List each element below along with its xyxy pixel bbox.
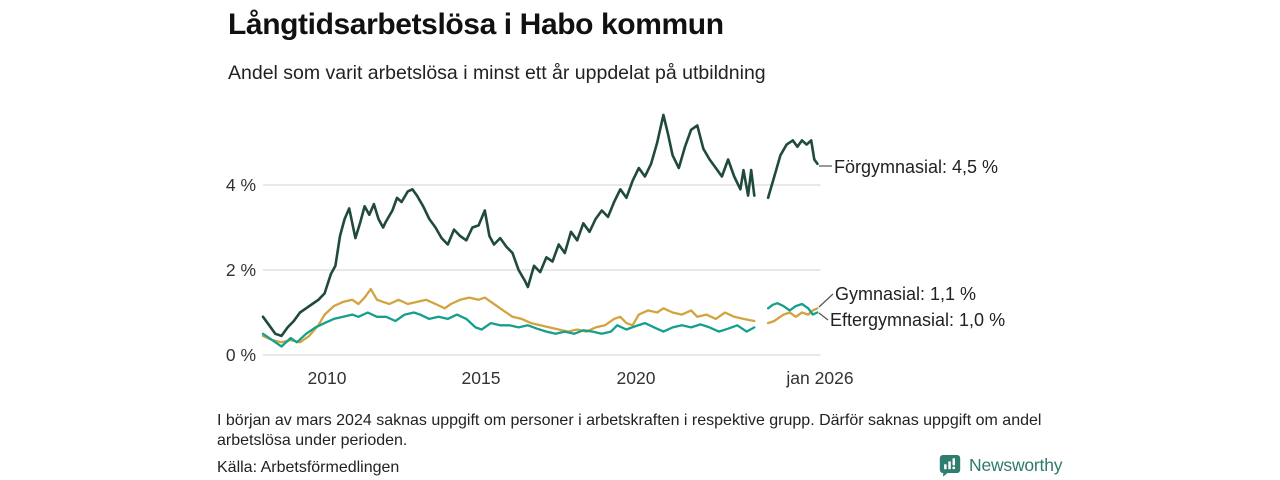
chart-subtitle: Andel som varit arbetslösa i minst ett å…: [228, 62, 766, 84]
series-line-0: [261, 113, 819, 338]
page-title: Långtidsarbetslösa i Habo kommun: [228, 8, 724, 41]
x-axis-tick-2020: 2020: [616, 368, 656, 388]
source-text: Källa: Arbetsförmedlingen: [217, 459, 400, 476]
label-leader-line-gymnasial: [818, 293, 834, 308]
series-label-forgymnasial: Förgymnasial: 4,5 %: [834, 157, 999, 177]
y-axis-tick-0pct: 0 %: [225, 345, 256, 365]
chart-canvas: [261, 113, 834, 356]
newsworthy-logo-text: Newsworthy: [969, 454, 1063, 475]
series-label-gymnasial: Gymnasial: 1,1 %: [835, 284, 977, 304]
x-axis-tick-2010: 2010: [307, 368, 347, 388]
label-leader-line-eftergymnasial: [818, 312, 829, 321]
y-axis-tick-2pct: 2 %: [225, 260, 256, 280]
newsworthy-branding: Newsworthy: [938, 453, 1063, 477]
y-axis-tick-4pct: 4 %: [225, 175, 256, 195]
newsworthy-logo-icon: [938, 453, 962, 477]
x-axis-tick-2015: 2015: [461, 368, 501, 388]
series-label-eftergymnasial: Eftergymnasial: 1,0 %: [830, 310, 1006, 330]
x-axis-tick-jan-2026: jan 2026: [786, 368, 854, 388]
series-line-2: [261, 302, 819, 348]
footnote-text: I början av mars 2024 saknas uppgift om …: [217, 412, 1042, 449]
